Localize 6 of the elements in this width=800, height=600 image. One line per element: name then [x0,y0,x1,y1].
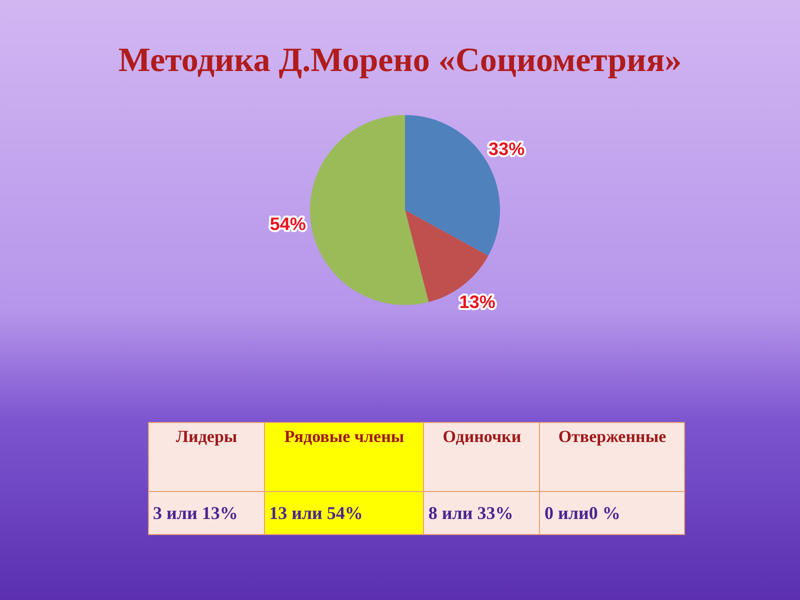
data-label: 54% [270,214,306,234]
pie-slice [310,115,429,305]
table: Лидеры Рядовые члены Одиночки Отверженные 3 или 13% 13 или 54% 8 или 33% 0 или0 % [148,422,685,535]
data-label: 13% [459,292,496,312]
chart-title: Методика Д.Морено «Социометрия» [117,42,683,80]
data-label: 33% [488,138,525,159]
